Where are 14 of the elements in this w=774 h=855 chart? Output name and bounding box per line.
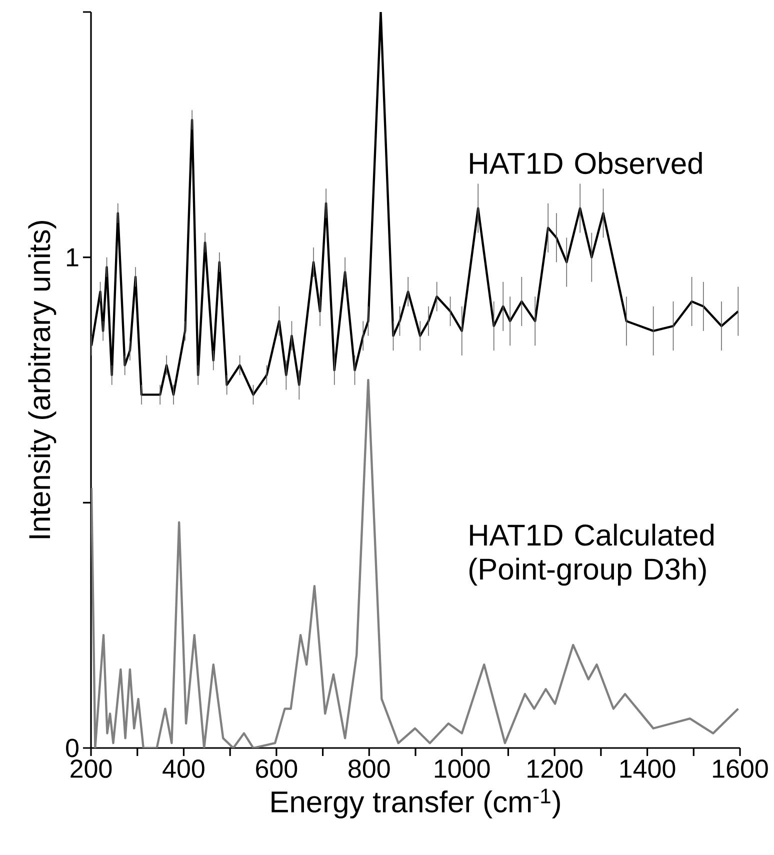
text: HAT1D Calculated (Point-group D3h) [469, 524, 714, 586]
x-tick-label: 400 [162, 760, 204, 778]
x-tick-label: 200 [70, 760, 112, 778]
x-tick-label: 800 [348, 760, 390, 778]
series-label: HAT1D Observed [470, 152, 702, 174]
x-tick-label: 600 [256, 760, 298, 778]
x-tick-label: 1400 [620, 760, 676, 778]
x-tick-label: 1200 [528, 760, 582, 778]
x-tick-label: 1600 [713, 760, 768, 778]
y-tick-label: 1 [67, 248, 78, 266]
y-axis-title: Intensity (arbitrary units) [28, 221, 56, 538]
x-axis-title: Energy transfer (cm$^{-1}$) [272, 788, 560, 818]
y-tick-label: 0 [66, 738, 78, 758]
x-tick-label: 1000 [434, 760, 490, 778]
